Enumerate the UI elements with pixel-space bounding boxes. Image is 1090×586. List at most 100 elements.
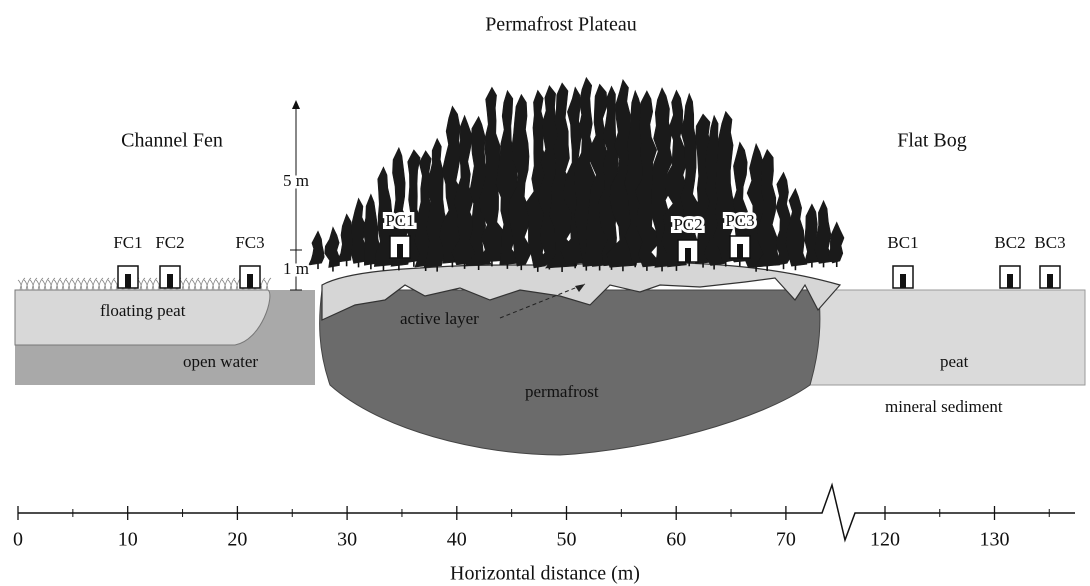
collar-label: PC1 — [385, 211, 414, 230]
collar-core — [397, 244, 403, 258]
tree — [324, 226, 340, 272]
grass — [149, 277, 158, 291]
grass — [107, 277, 116, 291]
layer-label: floating peat — [100, 301, 186, 320]
grass — [197, 277, 206, 291]
grass — [137, 277, 146, 291]
crown — [634, 90, 663, 268]
grass — [17, 277, 26, 291]
scale-label: 5 m — [283, 171, 309, 190]
floating-peat — [14, 289, 271, 346]
site-label: Flat Bog — [897, 130, 966, 152]
tick-label: 0 — [13, 529, 23, 551]
tree — [308, 230, 325, 270]
collar-core — [685, 248, 691, 262]
title: Permafrost Plateau — [485, 14, 637, 36]
tree — [373, 166, 395, 271]
layer-label: open water — [183, 352, 258, 371]
tree — [785, 187, 808, 271]
crown — [785, 187, 808, 267]
collar-core — [1047, 274, 1053, 288]
grass — [71, 277, 80, 291]
collar-core — [1007, 274, 1013, 288]
collar-core — [247, 274, 253, 288]
grass — [41, 277, 50, 291]
crown — [336, 213, 354, 263]
crown — [451, 114, 479, 266]
tick-label: 20 — [227, 529, 247, 551]
grass — [203, 277, 212, 291]
layer-label: peat — [940, 352, 969, 371]
tick-label: 130 — [980, 529, 1010, 551]
crown — [308, 230, 325, 266]
tree — [451, 114, 479, 269]
grass — [209, 277, 218, 291]
crown — [814, 199, 834, 264]
axis-label: Horizontal distance (m) — [450, 563, 640, 585]
tree — [634, 90, 663, 271]
grass — [53, 277, 62, 291]
grass — [143, 277, 152, 291]
tree — [753, 148, 781, 271]
scale-label: 1 m — [283, 259, 309, 278]
crown — [828, 221, 845, 264]
collar-core — [167, 274, 173, 288]
tree — [478, 86, 508, 267]
crown — [478, 86, 508, 263]
tick-label: 60 — [666, 529, 686, 551]
grass — [191, 277, 200, 291]
grass — [221, 277, 230, 291]
layer-label: permafrost — [525, 382, 599, 401]
tree — [814, 199, 834, 268]
peat — [804, 289, 1086, 386]
tree — [507, 93, 533, 271]
collar-label: BC1 — [887, 233, 918, 252]
grass — [185, 277, 194, 291]
collar-label: FC1 — [113, 233, 142, 252]
tick-label: 30 — [337, 529, 357, 551]
grass — [179, 277, 188, 291]
crown — [507, 93, 533, 267]
ground — [14, 261, 1086, 456]
tree — [464, 115, 492, 271]
crown — [362, 193, 382, 266]
crown — [464, 115, 492, 267]
axis: 010203040506070120130140 — [13, 482, 1090, 551]
site-label: Channel Fen — [121, 130, 223, 152]
crown — [324, 226, 340, 268]
forest — [17, 76, 845, 291]
tick-label: 10 — [118, 529, 138, 551]
grass — [65, 277, 74, 291]
collar-core — [737, 244, 743, 258]
collar-label: FC3 — [235, 233, 264, 252]
grass — [101, 277, 110, 291]
layer-label: active layer — [400, 309, 479, 328]
grass — [77, 277, 86, 291]
axis-line — [18, 482, 1075, 543]
collar-label: PC2 — [673, 215, 702, 234]
tick-label: 70 — [776, 529, 796, 551]
tree — [712, 110, 739, 267]
tree — [828, 221, 845, 268]
grass — [263, 277, 272, 291]
tree — [545, 82, 579, 272]
crown — [753, 148, 781, 268]
collar-label: BC2 — [994, 233, 1025, 252]
crown — [545, 82, 579, 269]
grass — [95, 277, 104, 291]
grass — [29, 277, 38, 291]
tick-label: 50 — [557, 529, 577, 551]
grass — [59, 277, 68, 291]
grass — [83, 277, 92, 291]
collar-label: BC3 — [1034, 233, 1065, 252]
arrowhead — [575, 284, 585, 292]
tree — [362, 193, 382, 270]
collar-label: PC3 — [725, 211, 754, 230]
crown — [350, 197, 369, 264]
tree — [350, 197, 369, 268]
grass — [89, 277, 98, 291]
grass — [215, 277, 224, 291]
collar-core — [900, 274, 906, 288]
crown — [373, 166, 395, 267]
